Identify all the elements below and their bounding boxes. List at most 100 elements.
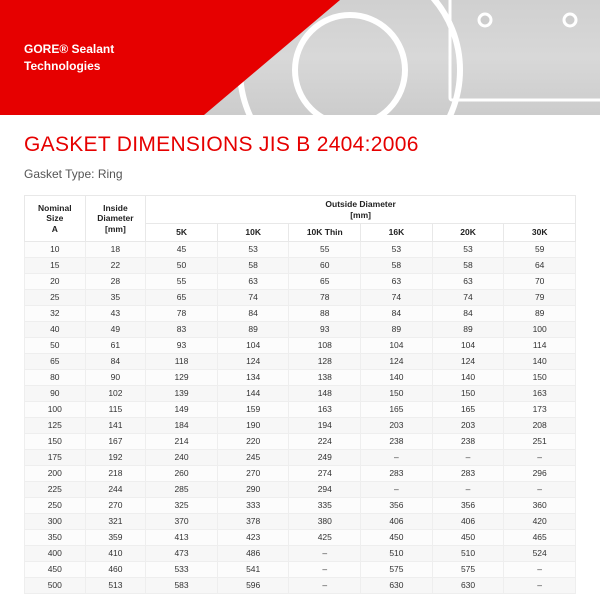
table-row: 1522505860585864 — [25, 257, 576, 273]
table-row: 3243788488848489 — [25, 305, 576, 321]
table-cell: 149 — [146, 401, 218, 417]
th-outside-group: Outside Diameter [mm] — [146, 196, 576, 224]
table-cell: 486 — [217, 545, 289, 561]
table-cell: 53 — [432, 241, 504, 257]
table-cell: 294 — [289, 481, 361, 497]
table-cell: 524 — [504, 545, 576, 561]
table-cell: 167 — [85, 433, 146, 449]
table-cell: 79 — [504, 289, 576, 305]
table-cell: – — [504, 577, 576, 593]
table-cell: 296 — [504, 465, 576, 481]
table-header: Nominal Size A Inside Diameter [mm] Outs… — [25, 196, 576, 242]
table-cell: – — [504, 481, 576, 497]
table-cell: – — [289, 545, 361, 561]
table-cell: 184 — [146, 417, 218, 433]
table-cell: 400 — [25, 545, 86, 561]
table-cell: 220 — [217, 433, 289, 449]
table-cell: 108 — [289, 337, 361, 353]
table-cell: 100 — [504, 321, 576, 337]
table-cell: 203 — [361, 417, 433, 433]
table-cell: 225 — [25, 481, 86, 497]
table-cell: 10 — [25, 241, 86, 257]
table-cell: 84 — [217, 305, 289, 321]
brand-line1: GORE® Sealant — [24, 42, 114, 56]
table-cell: 270 — [217, 465, 289, 481]
table-cell: 63 — [217, 273, 289, 289]
th-10k: 10K — [217, 224, 289, 242]
table-row: 100115149159163165165173 — [25, 401, 576, 417]
table-cell: 28 — [85, 273, 146, 289]
table-cell: 425 — [289, 529, 361, 545]
table-cell: 238 — [432, 433, 504, 449]
table-row: 300321370378380406406420 — [25, 513, 576, 529]
table-row: 125141184190194203203208 — [25, 417, 576, 433]
table-cell: 224 — [289, 433, 361, 449]
brand-line2: Technologies — [24, 59, 100, 73]
table-cell: 413 — [146, 529, 218, 545]
table-cell: 165 — [361, 401, 433, 417]
table-cell: 61 — [85, 337, 146, 353]
table-cell: 43 — [85, 305, 146, 321]
table-cell: 89 — [504, 305, 576, 321]
table-cell: 192 — [85, 449, 146, 465]
table-cell: 50 — [146, 257, 218, 273]
table-cell: 260 — [146, 465, 218, 481]
table-cell: 58 — [361, 257, 433, 273]
table-cell: 350 — [25, 529, 86, 545]
table-cell: 139 — [146, 385, 218, 401]
table-row: 450460533541–575575– — [25, 561, 576, 577]
table-cell: 533 — [146, 561, 218, 577]
page-content: GASKET DIMENSIONS JIS B 2404:2006 Gasket… — [0, 115, 600, 594]
hero-banner: GORE® Sealant Technologies — [0, 0, 600, 115]
table-cell: 450 — [432, 529, 504, 545]
table-cell: 128 — [289, 353, 361, 369]
table-cell: 64 — [504, 257, 576, 273]
table-cell: 150 — [25, 433, 86, 449]
table-cell: 40 — [25, 321, 86, 337]
table-row: 150167214220224238238251 — [25, 433, 576, 449]
table-cell: 63 — [432, 273, 504, 289]
table-cell: 53 — [361, 241, 433, 257]
table-cell: 102 — [85, 385, 146, 401]
table-cell: 510 — [432, 545, 504, 561]
table-cell: 55 — [289, 241, 361, 257]
table-row: 90102139144148150150163 — [25, 385, 576, 401]
brand-text: GORE® Sealant Technologies — [24, 41, 114, 73]
th-inside: Inside Diameter [mm] — [85, 196, 146, 242]
table-cell: 380 — [289, 513, 361, 529]
table-cell: 89 — [217, 321, 289, 337]
th-nominal: Nominal Size A — [25, 196, 86, 242]
table-cell: 513 — [85, 577, 146, 593]
table-row: 175192240245249––– — [25, 449, 576, 465]
table-cell: 70 — [504, 273, 576, 289]
table-cell: 104 — [432, 337, 504, 353]
table-cell: 140 — [504, 353, 576, 369]
table-cell: 175 — [25, 449, 86, 465]
table-cell: – — [361, 449, 433, 465]
table-cell: 124 — [217, 353, 289, 369]
table-cell: 125 — [25, 417, 86, 433]
table-cell: 359 — [85, 529, 146, 545]
table-cell: 283 — [432, 465, 504, 481]
table-cell: 78 — [146, 305, 218, 321]
table-cell: 150 — [504, 369, 576, 385]
table-cell: 423 — [217, 529, 289, 545]
table-row: 2535657478747479 — [25, 289, 576, 305]
table-cell: 83 — [146, 321, 218, 337]
table-cell: 406 — [361, 513, 433, 529]
table-cell: 20 — [25, 273, 86, 289]
table-cell: 240 — [146, 449, 218, 465]
table-cell: 60 — [289, 257, 361, 273]
table-cell: 460 — [85, 561, 146, 577]
table-cell: 200 — [25, 465, 86, 481]
table-row: 500513583596–630630– — [25, 577, 576, 593]
table-cell: 630 — [432, 577, 504, 593]
table-cell: 84 — [432, 305, 504, 321]
table-cell: 285 — [146, 481, 218, 497]
table-cell: 163 — [504, 385, 576, 401]
table-cell: 84 — [85, 353, 146, 369]
table-cell: – — [432, 449, 504, 465]
table-cell: 251 — [504, 433, 576, 449]
table-row: 6584118124128124124140 — [25, 353, 576, 369]
table-cell: 406 — [432, 513, 504, 529]
